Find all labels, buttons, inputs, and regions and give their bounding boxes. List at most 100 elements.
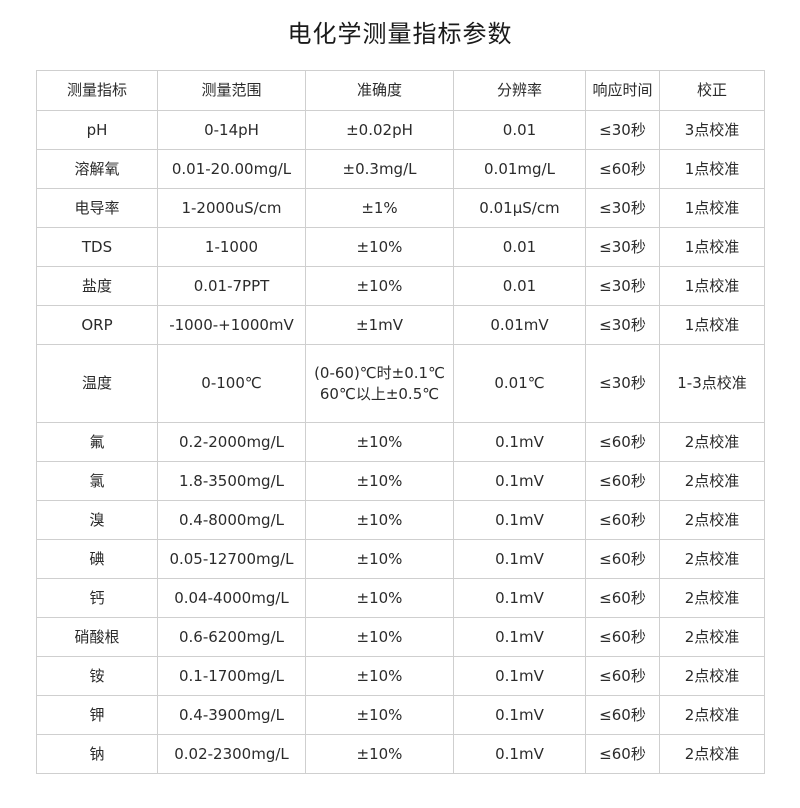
table-row: 硝酸根 0.6-6200mg/L ±10% 0.1mV ≤60秒 2点校准 xyxy=(36,617,765,657)
table-row: 溴 0.4-8000mg/L ±10% 0.1mV ≤60秒 2点校准 xyxy=(36,500,765,540)
cell-range: 1-1000 xyxy=(157,227,306,267)
header-accuracy: 准确度 xyxy=(305,70,454,111)
cell-indicator: pH xyxy=(36,110,158,150)
cell-indicator: ORP xyxy=(36,305,158,345)
cell-range: 0.01-20.00mg/L xyxy=(157,149,306,189)
cell-calibration: 2点校准 xyxy=(659,734,765,774)
cell-range: 0.02-2300mg/L xyxy=(157,734,306,774)
cell-accuracy: ±10% xyxy=(305,461,454,501)
cell-range: 0.4-3900mg/L xyxy=(157,695,306,735)
cell-resolution: 0.01μS/cm xyxy=(453,188,586,228)
cell-indicator: 温度 xyxy=(36,344,158,423)
cell-indicator: 钾 xyxy=(36,695,158,735)
cell-response-time: ≤60秒 xyxy=(585,617,660,657)
cell-range: 0.05-12700mg/L xyxy=(157,539,306,579)
cell-resolution: 0.01 xyxy=(453,227,586,267)
cell-range: 0.04-4000mg/L xyxy=(157,578,306,618)
cell-range: 0.01-7PPT xyxy=(157,266,306,306)
cell-range: 0.6-6200mg/L xyxy=(157,617,306,657)
cell-accuracy: ±10% xyxy=(305,227,454,267)
header-resolution: 分辨率 xyxy=(453,70,586,111)
cell-resolution: 0.01mV xyxy=(453,305,586,345)
cell-calibration: 1点校准 xyxy=(659,305,765,345)
cell-accuracy: ±10% xyxy=(305,266,454,306)
cell-range: 0-14pH xyxy=(157,110,306,150)
cell-resolution: 0.1mV xyxy=(453,422,586,462)
cell-calibration: 1点校准 xyxy=(659,266,765,306)
table-row: 碘 0.05-12700mg/L ±10% 0.1mV ≤60秒 2点校准 xyxy=(36,539,765,579)
cell-calibration: 2点校准 xyxy=(659,500,765,540)
cell-accuracy: ±10% xyxy=(305,578,454,618)
cell-resolution: 0.1mV xyxy=(453,539,586,579)
header-indicator: 测量指标 xyxy=(36,70,158,111)
cell-range: 0.4-8000mg/L xyxy=(157,500,306,540)
cell-accuracy: ±1% xyxy=(305,188,454,228)
cell-accuracy: ±10% xyxy=(305,500,454,540)
header-response-time: 响应时间 xyxy=(585,70,660,111)
cell-calibration: 1-3点校准 xyxy=(659,344,765,423)
cell-calibration: 2点校准 xyxy=(659,617,765,657)
cell-range: 0.2-2000mg/L xyxy=(157,422,306,462)
cell-accuracy: ±10% xyxy=(305,422,454,462)
cell-calibration: 2点校准 xyxy=(659,695,765,735)
cell-resolution: 0.01℃ xyxy=(453,344,586,423)
cell-indicator: 钙 xyxy=(36,578,158,618)
table-row: 钾 0.4-3900mg/L ±10% 0.1mV ≤60秒 2点校准 xyxy=(36,695,765,735)
cell-indicator: 氟 xyxy=(36,422,158,462)
table-row: 钙 0.04-4000mg/L ±10% 0.1mV ≤60秒 2点校准 xyxy=(36,578,765,618)
cell-resolution: 0.01mg/L xyxy=(453,149,586,189)
parameters-table: 测量指标 测量范围 准确度 分辨率 响应时间 校正 pH 0-14pH ±0.02p… xyxy=(36,70,765,774)
cell-accuracy: ±0.3mg/L xyxy=(305,149,454,189)
table-row: 温度 0-100℃ (0-60)℃时±0.1℃ 60℃以上±0.5℃ 0.01℃ ≤30… xyxy=(36,344,765,423)
cell-accuracy: (0-60)℃时±0.1℃ 60℃以上±0.5℃ xyxy=(305,344,454,423)
cell-response-time: ≤60秒 xyxy=(585,734,660,774)
cell-range: -1000-+1000mV xyxy=(157,305,306,345)
cell-accuracy: ±10% xyxy=(305,617,454,657)
cell-indicator: 硝酸根 xyxy=(36,617,158,657)
cell-resolution: 0.1mV xyxy=(453,617,586,657)
cell-resolution: 0.01 xyxy=(453,266,586,306)
cell-indicator: 电导率 xyxy=(36,188,158,228)
cell-range: 1.8-3500mg/L xyxy=(157,461,306,501)
table-row: TDS 1-1000 ±10% 0.01 ≤30秒 1点校准 xyxy=(36,227,765,267)
cell-calibration: 1点校准 xyxy=(659,227,765,267)
cell-response-time: ≤60秒 xyxy=(585,461,660,501)
table-row: 铵 0.1-1700mg/L ±10% 0.1mV ≤60秒 2点校准 xyxy=(36,656,765,696)
cell-accuracy: ±10% xyxy=(305,539,454,579)
cell-calibration: 2点校准 xyxy=(659,539,765,579)
cell-response-time: ≤60秒 xyxy=(585,695,660,735)
cell-response-time: ≤30秒 xyxy=(585,227,660,267)
table-row: 盐度 0.01-7PPT ±10% 0.01 ≤30秒 1点校准 xyxy=(36,266,765,306)
cell-resolution: 0.1mV xyxy=(453,500,586,540)
cell-response-time: ≤60秒 xyxy=(585,149,660,189)
cell-indicator: 钠 xyxy=(36,734,158,774)
cell-calibration: 2点校准 xyxy=(659,578,765,618)
table-row: 氟 0.2-2000mg/L ±10% 0.1mV ≤60秒 2点校准 xyxy=(36,422,765,462)
page-title: 电化学测量指标参数 xyxy=(287,20,513,48)
table-row: pH 0-14pH ±0.02pH 0.01 ≤30秒 3点校准 xyxy=(36,110,765,150)
cell-accuracy: ±10% xyxy=(305,656,454,696)
cell-resolution: 0.01 xyxy=(453,110,586,150)
cell-range: 0-100℃ xyxy=(157,344,306,423)
header-range: 测量范围 xyxy=(157,70,306,111)
cell-calibration: 1点校准 xyxy=(659,188,765,228)
table-row: ORP -1000-+1000mV ±1mV 0.01mV ≤30秒 1点校准 xyxy=(36,305,765,345)
cell-calibration: 3点校准 xyxy=(659,110,765,150)
cell-calibration: 2点校准 xyxy=(659,422,765,462)
cell-indicator: TDS xyxy=(36,227,158,267)
cell-accuracy: ±1mV xyxy=(305,305,454,345)
cell-response-time: ≤60秒 xyxy=(585,578,660,618)
cell-indicator: 碘 xyxy=(36,539,158,579)
cell-response-time: ≤30秒 xyxy=(585,266,660,306)
cell-resolution: 0.1mV xyxy=(453,695,586,735)
cell-response-time: ≤60秒 xyxy=(585,500,660,540)
cell-accuracy: ±10% xyxy=(305,695,454,735)
cell-response-time: ≤60秒 xyxy=(585,656,660,696)
table-row: 钠 0.02-2300mg/L ±10% 0.1mV ≤60秒 2点校准 xyxy=(36,734,765,774)
cell-response-time: ≤30秒 xyxy=(585,305,660,345)
cell-indicator: 盐度 xyxy=(36,266,158,306)
cell-response-time: ≤30秒 xyxy=(585,110,660,150)
cell-response-time: ≤60秒 xyxy=(585,422,660,462)
cell-response-time: ≤30秒 xyxy=(585,188,660,228)
header-calibration: 校正 xyxy=(659,70,765,111)
